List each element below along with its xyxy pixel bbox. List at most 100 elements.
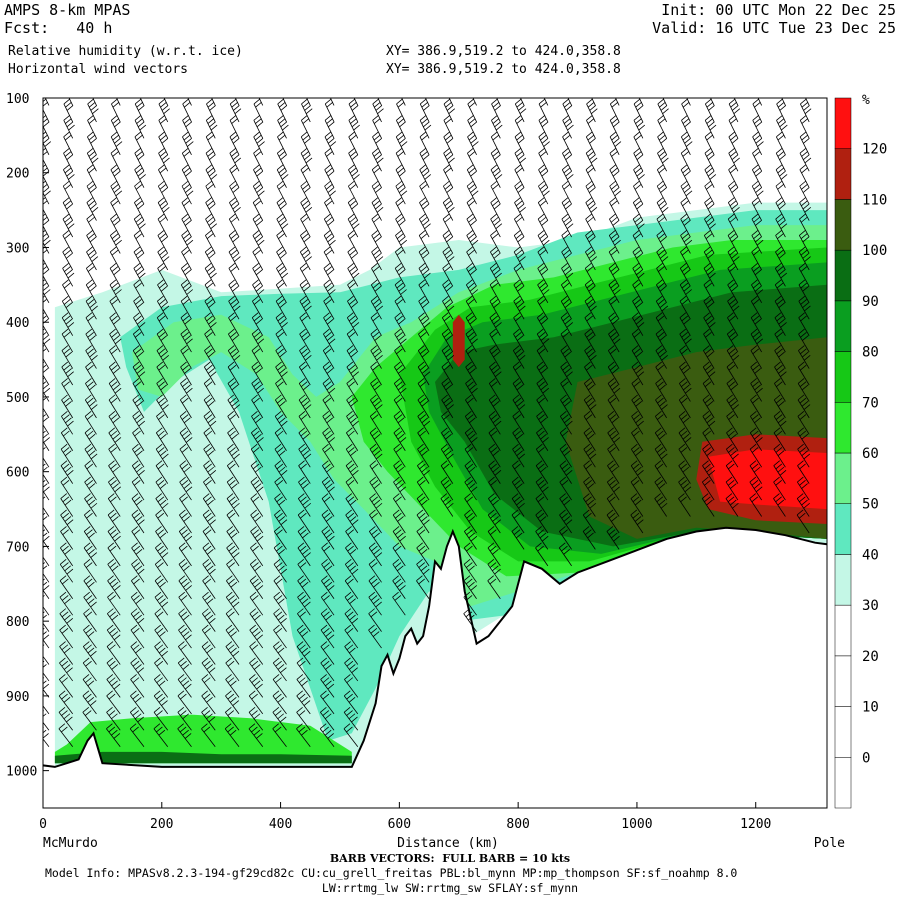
wind-barb-666 [442, 246, 455, 271]
wind-barb-157 [106, 706, 121, 731]
wind-barb-903 [631, 328, 644, 353]
wind-barb-724 [490, 230, 501, 254]
x-tick-label-200: 200 [150, 817, 173, 832]
wind-barb-589 [368, 575, 382, 599]
wind-barb-159 [139, 98, 145, 106]
wind-barb-428 [273, 558, 288, 583]
wind-barb-1052 [775, 197, 786, 221]
wind-barb-134 [109, 328, 122, 353]
wind-barb-57 [61, 361, 74, 386]
wind-barb-795 [536, 427, 549, 451]
wind-barb-942 [681, 98, 691, 123]
wind-barb-65 [60, 493, 74, 517]
wind-barb-354 [225, 657, 240, 682]
wind-barb-389 [249, 575, 264, 599]
wind-barb-825 [559, 443, 572, 468]
wind-barb-138 [108, 394, 121, 419]
wind-barb-421 [274, 443, 287, 468]
wind-barb-626 [419, 98, 430, 123]
wind-barb-735 [488, 411, 502, 435]
wind-barb-49 [62, 230, 74, 254]
wind-barb-933 [655, 378, 667, 402]
wind-barb-78 [58, 706, 74, 731]
wind-barb-763 [512, 361, 525, 386]
wind-barb-471 [297, 608, 311, 632]
wind-barb-949 [680, 213, 691, 238]
rh-region-10 [708, 449, 827, 510]
wind-barb-517 [320, 706, 335, 731]
wind-barb-788 [536, 312, 549, 336]
wind-barb-985 [702, 378, 715, 402]
wind-barb-676 [441, 411, 454, 435]
wind-barb-726 [489, 263, 502, 287]
wind-barb-731 [489, 345, 501, 369]
wind-barb-981 [703, 312, 716, 336]
wind-barb-214 [156, 328, 169, 353]
wind-barb-263 [179, 476, 193, 501]
wind-barb-347 [226, 542, 240, 567]
wind-barb-100 [84, 411, 97, 435]
wind-barb-833 [586, 98, 598, 123]
wind-barb-351 [225, 608, 240, 632]
wind-barb-602 [395, 230, 408, 254]
wind-barb-587 [368, 542, 383, 567]
wind-barb-973 [704, 180, 715, 205]
wind-barb-282 [205, 131, 216, 155]
wind-barb-915 [662, 98, 667, 106]
wind-barb-1091 [797, 411, 810, 435]
wind-barb-87 [86, 197, 99, 221]
wind-barb-882 [607, 443, 620, 468]
colorbar-segment-7 [834, 402, 852, 454]
wind-barb-721 [490, 180, 501, 205]
wind-barb-254 [180, 328, 193, 353]
wind-barb-877 [607, 361, 620, 386]
wind-barb-683 [467, 98, 477, 123]
wind-barb-908 [631, 411, 644, 435]
wind-barb-828 [559, 493, 572, 517]
wind-barb-1058 [774, 295, 786, 320]
wind-barb-705 [464, 460, 477, 484]
colorbar-segment-3 [834, 604, 852, 657]
wind-barb-431 [273, 608, 287, 632]
wind-barb-936 [654, 427, 667, 451]
wind-barb-302 [203, 460, 217, 484]
wind-barb-1082 [798, 263, 810, 287]
colorbar-segment-11 [834, 199, 852, 251]
wind-barb-921 [656, 180, 667, 205]
wind-barb-150 [107, 591, 121, 616]
colorbar-unit: % [862, 93, 870, 108]
wind-barb-672 [441, 345, 455, 369]
wind-barb-357 [225, 706, 240, 731]
wind-barb-606 [394, 295, 406, 320]
rh-shading [43, 202, 827, 808]
wind-barb-1013 [726, 411, 739, 435]
wind-barb-287 [205, 213, 218, 238]
wind-barb-548 [344, 558, 359, 583]
wind-barb-1056 [774, 263, 788, 287]
plot-frame [42, 97, 828, 809]
wind-barb-810 [561, 197, 572, 221]
wind-barb-142 [108, 460, 121, 484]
wind-barb-94 [85, 312, 97, 336]
wind-barb-513 [320, 641, 335, 665]
wind-barb-754 [514, 213, 525, 238]
wind-barbs [43, 98, 812, 747]
wind-barb-547 [345, 542, 359, 567]
wind-barb-565 [371, 180, 382, 205]
x-axis: 0 200 400 600 800 1000 1200 [39, 802, 771, 832]
wind-barb-507 [321, 542, 335, 567]
wind-barb-628 [419, 131, 430, 155]
wind-barb-54 [61, 312, 75, 336]
wind-barb-982 [703, 328, 715, 353]
wind-barb-853 [583, 427, 596, 451]
wind-barb-437 [272, 706, 287, 731]
wind-barb-450 [299, 263, 311, 287]
wind-barb-305 [202, 509, 216, 534]
wind-barb-300 [203, 427, 216, 451]
wind-barb-285 [205, 180, 216, 205]
wind-barb-739 [488, 476, 501, 501]
wind-barb-1028 [751, 230, 764, 254]
wind-barb-120 [111, 98, 121, 123]
wind-barb-643 [417, 378, 430, 402]
